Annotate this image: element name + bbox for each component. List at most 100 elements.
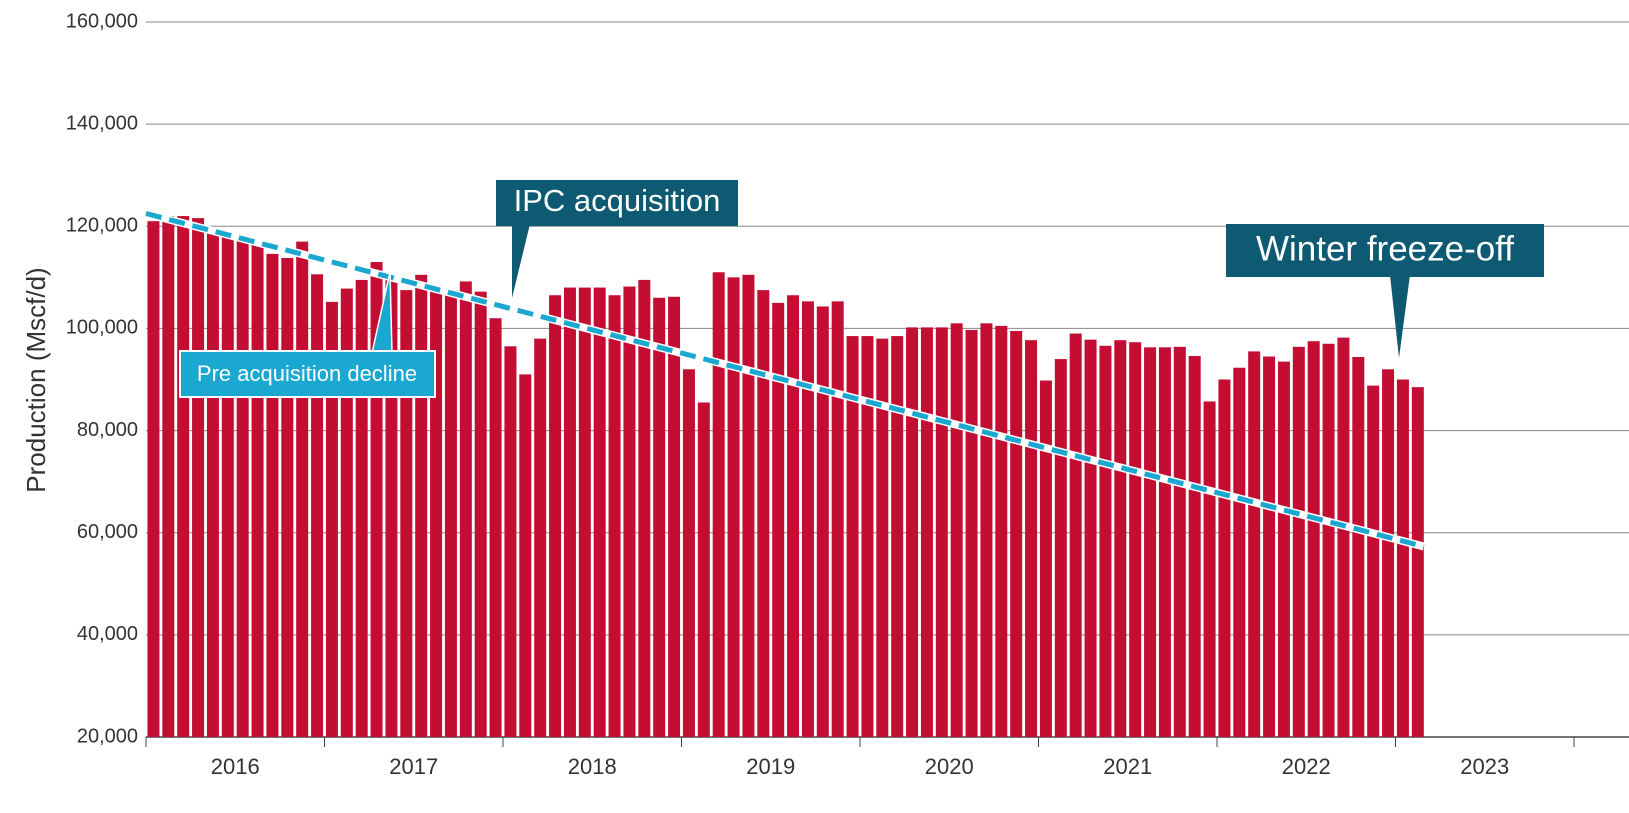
bar [653, 297, 666, 737]
bar [1382, 369, 1395, 737]
callout-pointer [512, 224, 530, 298]
bar [1218, 379, 1231, 737]
bar [1263, 356, 1276, 737]
x-tick-label: 2023 [1460, 754, 1509, 779]
bar [787, 295, 800, 737]
bar [1084, 339, 1097, 737]
callout-box [496, 180, 738, 226]
bar [1337, 337, 1350, 737]
bar [1188, 356, 1201, 737]
bar [980, 323, 993, 737]
bar [459, 281, 472, 737]
bar [891, 336, 904, 737]
bar [965, 329, 978, 737]
bar [1054, 359, 1067, 737]
y-tick-label: 80,000 [77, 419, 138, 441]
bar [296, 241, 309, 737]
bar [1322, 343, 1335, 737]
bar [504, 346, 517, 737]
bar [831, 301, 844, 737]
x-tick-label: 2018 [568, 754, 617, 779]
bar [311, 274, 324, 737]
bar [861, 336, 874, 737]
bar [340, 288, 353, 737]
bar [801, 301, 814, 737]
bar [1158, 347, 1171, 737]
bar [995, 325, 1008, 737]
bar [400, 290, 413, 737]
bar [682, 369, 695, 737]
bar [1173, 346, 1186, 737]
bar [177, 216, 190, 738]
y-tick-label: 120,000 [66, 215, 138, 237]
bar [846, 336, 859, 737]
y-tick-label: 60,000 [77, 521, 138, 543]
callout-box [179, 350, 436, 398]
bar [1352, 357, 1365, 737]
bar [251, 241, 264, 737]
bar [1144, 347, 1157, 737]
bar [593, 287, 606, 737]
y-tick-label: 100,000 [66, 317, 138, 339]
bar [534, 338, 547, 737]
callout-text: IPC acquisition [514, 183, 721, 218]
bar [162, 216, 175, 738]
bar [935, 327, 948, 737]
bar [1233, 367, 1246, 737]
y-tick-label: 20,000 [77, 725, 138, 747]
y-tick-label: 40,000 [77, 623, 138, 645]
bar [1203, 401, 1216, 737]
x-tick-label: 2020 [925, 754, 974, 779]
bar [623, 286, 636, 737]
bar [772, 302, 785, 737]
bar [608, 295, 621, 737]
bar [489, 318, 502, 737]
bar [206, 228, 219, 737]
x-tick-label: 2021 [1103, 754, 1152, 779]
bar [1411, 387, 1424, 737]
bar [906, 327, 919, 737]
bar [415, 274, 428, 737]
bar [430, 290, 443, 737]
bar [1114, 340, 1127, 737]
bar [816, 306, 829, 737]
bar [578, 287, 591, 737]
bar [221, 236, 234, 737]
bar [742, 274, 755, 737]
callout-pointer [1390, 275, 1410, 358]
bar [697, 402, 710, 737]
bar [727, 277, 740, 737]
x-tick-label: 2022 [1282, 754, 1331, 779]
bar [920, 327, 933, 737]
trend-line [145, 211, 1425, 549]
bar [519, 374, 532, 737]
bar [1292, 346, 1305, 737]
bar [876, 338, 889, 737]
bar [757, 290, 770, 737]
bar [563, 287, 576, 737]
callout-text: Winter freeze-off [1256, 229, 1514, 268]
y-tick-label: 140,000 [66, 112, 138, 134]
bar [638, 279, 651, 737]
bar [1039, 380, 1052, 737]
bar [1367, 385, 1380, 737]
x-tick-label: 2016 [211, 754, 260, 779]
bar [355, 279, 368, 737]
bar [1010, 330, 1023, 737]
bar [444, 290, 457, 737]
bar [549, 295, 562, 737]
bar [712, 272, 725, 737]
bar [325, 301, 338, 737]
callout-box [1226, 224, 1544, 277]
bar [192, 218, 205, 738]
callout-text: Pre acquisition decline [197, 361, 417, 386]
y-axis-label: Production (Mscf/d) [21, 267, 51, 492]
bar [1277, 361, 1290, 737]
bar [1307, 341, 1320, 737]
bar [474, 291, 487, 737]
x-tick-label: 2019 [746, 754, 795, 779]
bar [950, 323, 963, 737]
bar [236, 240, 249, 737]
